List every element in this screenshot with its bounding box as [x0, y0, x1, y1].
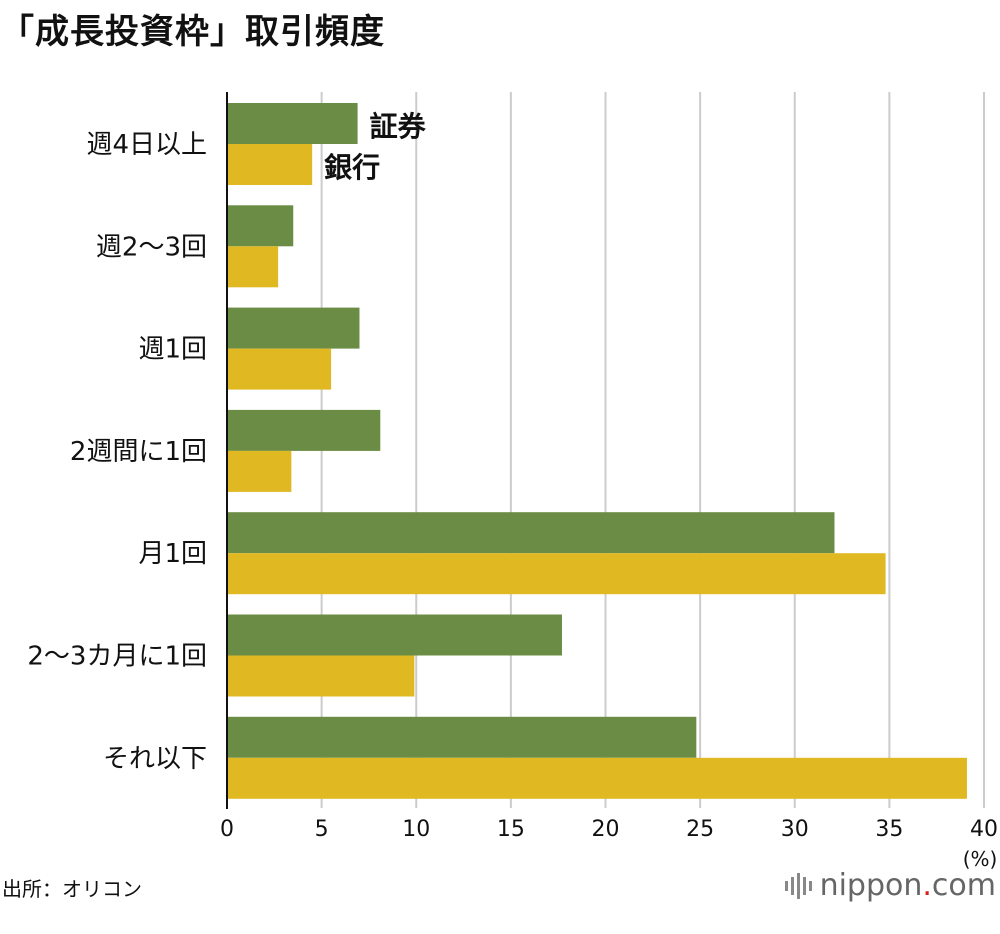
nippon-logo: nippon.com [784, 868, 996, 903]
bar [227, 348, 332, 390]
brand-name: nippon [819, 868, 923, 903]
x-unit-label: (%) [963, 847, 998, 871]
category-label: 週2〜3回 [96, 232, 207, 262]
x-tick-label: 40 [970, 817, 998, 842]
bar [227, 409, 381, 451]
x-tick-label: 25 [686, 817, 714, 842]
category-label: 週1回 [138, 335, 207, 365]
x-tick-label: 20 [592, 817, 620, 842]
bar [227, 655, 415, 697]
bar [227, 716, 697, 758]
x-tick-label: 15 [497, 817, 525, 842]
bar [227, 103, 358, 144]
bar [227, 450, 292, 492]
bar [227, 144, 313, 185]
category-label: 2〜3カ月に1回 [27, 642, 207, 672]
category-label: 月1回 [138, 539, 207, 569]
bar [227, 553, 886, 595]
legend-bank: 銀行 [324, 151, 380, 184]
source-note: 出所：オリコン [2, 877, 142, 901]
x-tick-label: 10 [402, 817, 430, 842]
bar [227, 205, 294, 247]
category-label: それ以下 [103, 744, 207, 774]
x-tick-label: 35 [875, 817, 903, 842]
bar [227, 246, 279, 288]
x-tick-label: 5 [315, 817, 329, 842]
brand-dot: . [922, 868, 932, 903]
category-label: 2週間に1回 [70, 437, 207, 467]
sound-wave-icon [784, 872, 812, 899]
x-tick-label: 0 [220, 817, 234, 842]
bar [227, 757, 967, 799]
legend-securities: 証券 [370, 110, 427, 143]
bar [227, 512, 835, 554]
category-label: 週4日以上 [86, 130, 207, 160]
bar [227, 614, 562, 656]
brand-tld: com [931, 868, 996, 903]
bar [227, 307, 360, 349]
x-tick-label: 30 [781, 817, 809, 842]
chart-title: 「成長投資枠」取引頻度 [0, 12, 385, 52]
